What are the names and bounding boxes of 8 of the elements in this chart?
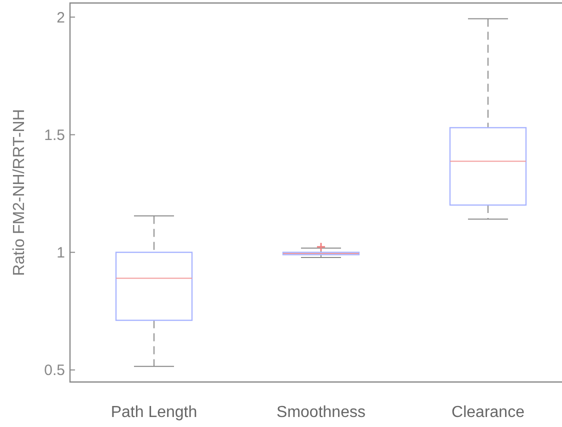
- x-tick-label: Clearance: [452, 404, 525, 421]
- y-tick-label: 0.5: [44, 362, 65, 380]
- y-axis-title: Ratio FM2-NH/RRT-NH: [11, 109, 28, 276]
- y-tick-label: 1.5: [44, 126, 65, 144]
- y-tick-label: 1: [56, 244, 65, 262]
- x-tick-label: Smoothness: [276, 404, 366, 421]
- x-tick-label: Path Length: [110, 404, 198, 421]
- y-tick-label: 2: [56, 9, 65, 26]
